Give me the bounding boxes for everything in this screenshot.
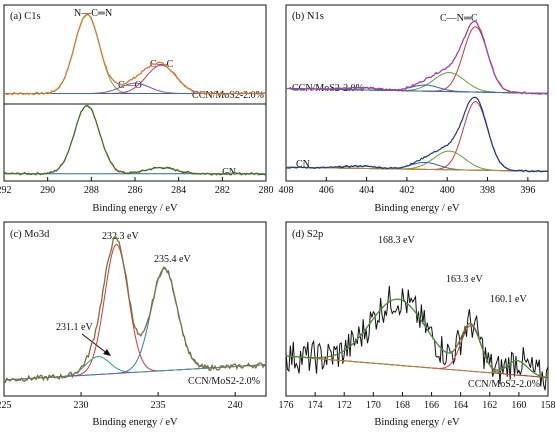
x-tick-label: 158 (541, 400, 556, 411)
panel-a-xlabel: Binding energy / eV (92, 203, 178, 214)
x-tick-label: 176 (279, 400, 294, 411)
x-tick-label: 288 (84, 185, 99, 196)
x-tick-label: 170 (366, 400, 381, 411)
sp2-peak-163 (285, 325, 549, 379)
x-tick-label: 166 (424, 400, 439, 411)
c1s-cn-raw-line (3, 104, 267, 176)
mo3d-peak-235 (3, 268, 267, 381)
panel-c-title: (c) Mo3d (10, 229, 50, 240)
panel-b-x-ticks: 408 406 404 402 400 398 396 (279, 177, 535, 196)
panel-a: (a) C1s 292 290 288 286 284 282 280 Binding en… (0, 4, 274, 214)
mo3d-peak-232 (3, 243, 267, 381)
panel-a-series-label-ccn: CCN/MoS2-2.0% (192, 90, 264, 101)
panel-a-annotation-ncn: N—C═N (74, 8, 112, 19)
panel-a-annotation-co: C—O (118, 80, 142, 91)
panel-a-annotation-cc: C—C (150, 59, 174, 70)
sp2-raw-line (285, 285, 549, 391)
x-tick-label: 162 (482, 400, 497, 411)
panel-c-annotation-235: 235.4 eV (154, 254, 191, 265)
panel-c-annotation-232: 232.3 eV (102, 231, 139, 242)
panel-c-x-ticks: 225 230 235 240 (0, 392, 243, 411)
x-tick-label: 408 (279, 185, 294, 196)
panel-d-curves (285, 285, 549, 391)
panel-d: (d) S2p 176 174 172 170 168 166 164 162 160 158 B… (279, 221, 556, 428)
panel-a-x-ticks: 292 290 288 286 284 282 280 (0, 177, 274, 196)
panel-d-x-ticks: 176 174 172 170 168 166 164 162 160 158 (279, 392, 556, 411)
panel-d-title: (d) S2p (292, 229, 323, 240)
x-tick-label: 280 (259, 185, 274, 196)
x-tick-label: 402 (399, 185, 414, 196)
panel-c-annotation-arrow (81, 333, 109, 355)
panel-c-legend: CCN/MoS2-2.0% (188, 376, 260, 387)
x-tick-label: 235 (151, 400, 166, 411)
panel-c-frame (3, 221, 267, 397)
panel-b: (b) N1s 408 406 404 402 400 398 396 Binding en… (279, 4, 549, 214)
x-tick-label: 404 (359, 185, 374, 196)
mo3d-peak-231 (3, 355, 267, 381)
panel-d-annotation-168: 168.3 eV (378, 235, 415, 246)
x-tick-label: 292 (0, 185, 12, 196)
sp2-envelope (285, 298, 549, 379)
panel-c-curves (3, 236, 267, 384)
mo3d-raw-line (3, 236, 267, 384)
panel-d-xlabel: Binding energy / eV (374, 417, 460, 428)
n1s-cn-raw-line (285, 96, 549, 173)
c1s-ccn-raw-line (3, 13, 267, 96)
c1s-cn-fit-line (4, 104, 266, 175)
x-tick-label: 400 (440, 185, 455, 196)
panel-c-arrow-head (103, 349, 111, 356)
panel-b-series-label-cn: CN (296, 159, 310, 170)
x-tick-label: 286 (128, 185, 143, 196)
panel-c-annotation-231: 231.1 eV (56, 322, 93, 333)
n1s-cn-baseline (285, 166, 549, 172)
panel-a-title: (a) C1s (10, 11, 41, 22)
x-tick-label: 164 (453, 400, 468, 411)
x-tick-label: 282 (215, 185, 230, 196)
panel-c-xlabel: Binding energy / eV (92, 417, 178, 428)
panel-d-annotation-163: 163.3 eV (446, 274, 483, 285)
x-tick-label: 406 (319, 185, 334, 196)
x-tick-label: 168 (395, 400, 410, 411)
panel-d-legend: CCN/MoS2-2.0% (468, 379, 540, 390)
panel-b-curves (285, 20, 549, 173)
x-tick-label: 396 (520, 185, 535, 196)
panel-d-frame (285, 221, 549, 397)
panel-d-annotation-160: 160.1 eV (490, 294, 527, 305)
panel-b-annotation-cnc: C—N═C (440, 13, 478, 24)
x-tick-label: 284 (171, 185, 186, 196)
panel-b-xlabel: Binding energy / eV (374, 203, 460, 214)
x-tick-label: 240 (228, 400, 243, 411)
panel-b-title: (b) N1s (292, 11, 324, 22)
x-tick-label: 172 (337, 400, 352, 411)
n1s-ccn-raw-line (285, 20, 549, 95)
x-tick-label: 174 (308, 400, 323, 411)
x-tick-label: 225 (0, 400, 12, 411)
x-tick-label: 160 (511, 400, 526, 411)
panel-a-series-label-cn: CN (222, 167, 236, 178)
x-tick-label: 398 (480, 185, 495, 196)
x-tick-label: 290 (40, 185, 55, 196)
panel-a-curves (3, 13, 267, 176)
panel-c: (c) Mo3d 225 230 235 240 Binding energy / e… (0, 221, 267, 428)
x-tick-label: 230 (74, 400, 89, 411)
